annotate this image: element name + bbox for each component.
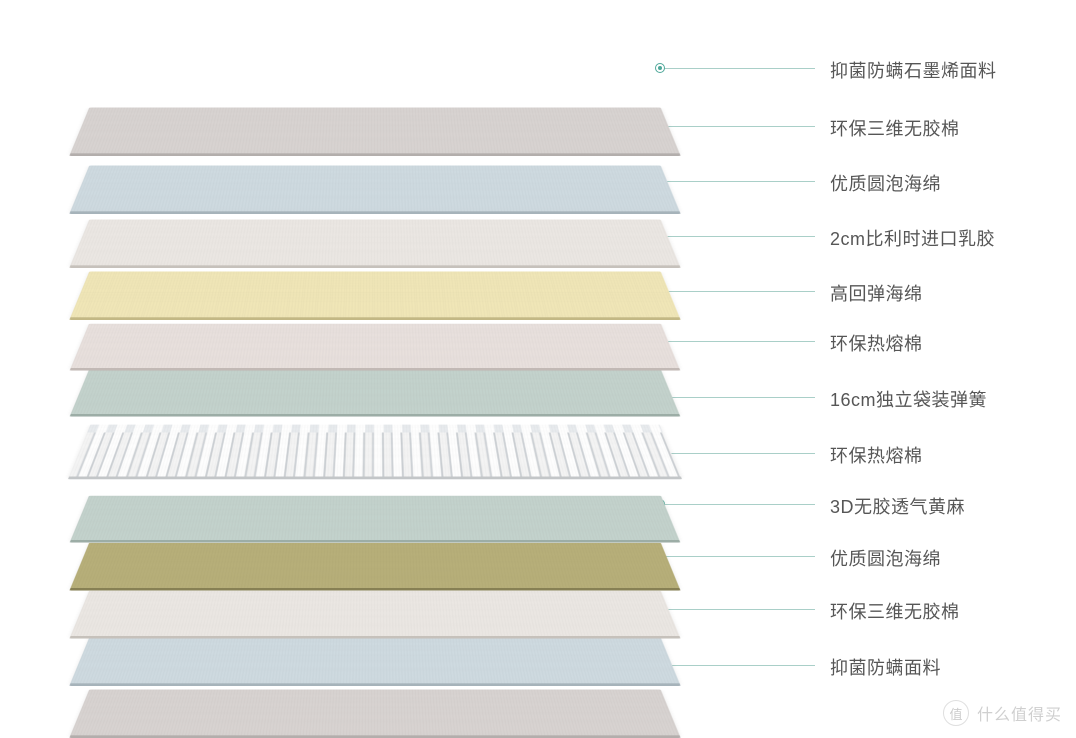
leader-line — [660, 665, 815, 666]
layer-slab — [70, 690, 680, 736]
spring-coils-top — [87, 425, 663, 433]
watermark-text: 什么值得买 — [977, 701, 1062, 725]
leader-line — [660, 236, 815, 237]
layer-slab — [70, 543, 679, 589]
layer-label: 2cm比利时进口乳胶 — [830, 225, 995, 251]
layer-slab — [70, 496, 679, 541]
layer-face — [69, 425, 682, 478]
leader-line — [660, 181, 815, 182]
leader-line — [660, 68, 815, 69]
exploded-layer-diagram: 抑菌防螨石墨烯面料环保三维无胶棉优质圆泡海绵 2cm比利时进口乳胶高回弹海绵环保热… — [0, 0, 1076, 736]
layer-edge — [70, 540, 681, 543]
layer-face — [70, 496, 679, 541]
layer-slab — [70, 638, 680, 684]
layer-slab — [70, 591, 679, 637]
watermark-badge: 值 — [943, 700, 969, 726]
leader-line — [660, 397, 815, 398]
layer-label: 优质圆泡海绵 — [830, 545, 941, 571]
layer-face — [70, 591, 679, 637]
layer-slab — [70, 108, 680, 154]
layer-label: 高回弹海绵 — [830, 280, 923, 306]
layer-edge — [70, 368, 681, 371]
layer-label: 优质圆泡海绵 — [830, 170, 941, 196]
layer-slab — [70, 324, 679, 369]
layer-l1 — [80, 55, 670, 97]
layer-label: 环保三维无胶棉 — [830, 598, 960, 624]
layer-face — [70, 108, 680, 154]
leader-line — [660, 504, 815, 505]
layer-label: 3D无胶透气黄麻 — [830, 493, 965, 519]
layer-slab — [69, 425, 682, 478]
layer-slab — [70, 370, 679, 415]
leader-line — [660, 556, 815, 557]
layer-edge — [69, 683, 680, 686]
layer-slab — [70, 272, 680, 318]
layer-slab — [70, 220, 680, 266]
layer-edge — [70, 414, 681, 417]
leader-line — [660, 291, 815, 292]
layer-label: 环保热熔棉 — [830, 442, 923, 468]
layer-face — [70, 324, 679, 369]
leader-line — [660, 453, 815, 454]
layer-label: 环保热熔棉 — [830, 330, 923, 356]
layer-label: 抑菌防螨面料 — [830, 654, 941, 680]
layer-edge — [69, 636, 680, 639]
layer-edge — [69, 211, 680, 214]
layers-stack — [80, 55, 670, 695]
layer-edge — [68, 477, 682, 480]
layer-edge — [69, 588, 680, 591]
layer-slab — [70, 166, 680, 212]
layer-face — [70, 220, 680, 266]
layer-face — [70, 272, 680, 318]
layer-label: 环保三维无胶棉 — [830, 115, 960, 141]
leader-line — [660, 609, 815, 610]
layer-label: 抑菌防螨石墨烯面料 — [830, 57, 997, 83]
layer-label: 16cm独立袋装弹簧 — [830, 386, 987, 412]
layer-edge — [69, 153, 680, 156]
layer-face — [70, 543, 679, 589]
layer-face — [70, 370, 679, 415]
layer-edge — [69, 265, 680, 268]
watermark: 值 什么值得买 — [943, 700, 1062, 726]
layer-face — [70, 690, 680, 736]
layer-edge — [69, 317, 680, 320]
layer-face — [70, 166, 680, 212]
layer-face — [70, 638, 680, 684]
leader-line — [660, 341, 815, 342]
leader-line — [660, 126, 815, 127]
